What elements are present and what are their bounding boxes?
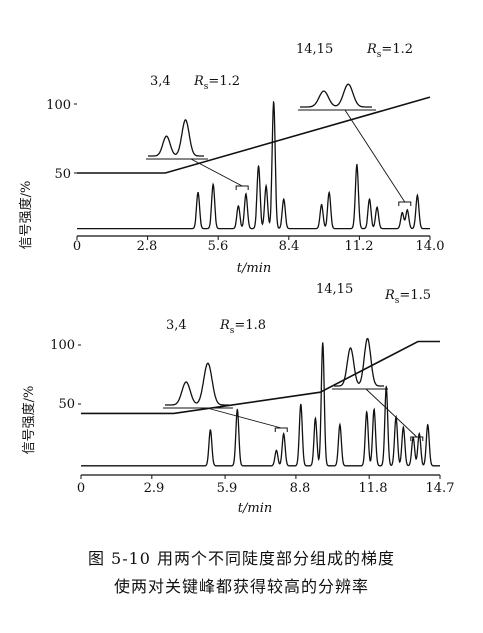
- inset-peaks: [332, 337, 424, 441]
- peak-8: [283, 198, 285, 200]
- x-tick-label-bottom-4: 11.8: [359, 481, 388, 496]
- inset-rs-label: Rs=1.2: [193, 74, 240, 92]
- y-axis-title-top: 信号强度/%: [18, 181, 34, 250]
- y-tick-label-top-100: 100: [46, 98, 71, 113]
- inset-peak-pair-trace: [334, 337, 384, 387]
- peak-pair-bracket: [274, 427, 288, 432]
- peak-pair-bracket: [235, 185, 249, 190]
- peak-10: [373, 408, 375, 410]
- inset-peaks: [298, 83, 412, 206]
- peak-1: [209, 429, 211, 431]
- y-tick-label-top-50: 50: [54, 167, 71, 182]
- x-tick-label-top-5: 14.0: [416, 239, 445, 254]
- x-tick-label-bottom-3: 8.8: [290, 481, 311, 496]
- inset-leader-line: [190, 158, 243, 187]
- figure-caption-line-1: 图 5-10 用两个不同陡度部分组成的梯度: [87, 549, 396, 568]
- inset-pair-label: 3,4: [150, 74, 171, 89]
- inset-peak-pair-trace: [300, 83, 372, 108]
- x-tick-label-bottom-1: 2.9: [144, 481, 165, 496]
- x-tick-label-bottom-2: 5.9: [217, 481, 238, 496]
- inset-leader-line: [344, 109, 406, 203]
- peak-9: [321, 204, 323, 206]
- peak-12: [368, 198, 371, 200]
- x-tick-label-bottom-5: 14.7: [426, 481, 455, 496]
- inset-rs-label: Rs=1.5: [384, 288, 431, 306]
- inset-bottom-pair-3-4: 3,4 Rs=1.8: [163, 318, 288, 432]
- gradient-line: [77, 96, 431, 174]
- x-tick-label-top-1: 2.8: [137, 239, 158, 254]
- peak-2: [212, 184, 214, 186]
- inset-leader-line: [365, 388, 418, 438]
- peak-6: [314, 417, 316, 419]
- inset-pair-label: 14,15: [296, 42, 333, 57]
- peak-14: [401, 212, 403, 214]
- peak-2: [236, 408, 238, 410]
- y-tick-label-bottom-50: 50: [58, 397, 75, 412]
- inset-top-pair-3-4: 3,4 Rs=1.2: [146, 74, 249, 190]
- chart-bottom: 信号强度/% 100 50 0 2.9 5.9 8.8 11.8 14.7 t/…: [21, 282, 454, 516]
- y-tick-label-bottom-100: 100: [50, 338, 75, 353]
- chromatogram-trace: [77, 100, 430, 230]
- peak-pair-bracket: [398, 201, 412, 206]
- peak-4: [245, 193, 247, 195]
- peak-5: [257, 165, 260, 167]
- peak-6: [265, 185, 267, 187]
- peak-4: [283, 433, 285, 435]
- inset-peak-pair-trace: [165, 362, 229, 406]
- inset-pair-label: 14,15: [316, 282, 353, 297]
- peak-10: [328, 192, 330, 194]
- figure-caption-line-2: 使两对关键峰都获得较高的分辨率: [113, 577, 369, 596]
- chart-top: 信号强度/% 100 50 0 2.8 5.6 8.4 11.2 14.0 t/…: [18, 42, 444, 276]
- x-tick-label-top-4: 11.2: [345, 239, 374, 254]
- inset-rs-label: Rs=1.2: [366, 42, 413, 60]
- inset-top-pair-14-15: 14,15 Rs=1.2: [296, 42, 413, 206]
- peak-1: [197, 192, 199, 194]
- peak-15: [418, 433, 420, 435]
- peak-11: [385, 385, 387, 387]
- peak-3: [237, 205, 239, 207]
- x-tick-label-top-2: 5.6: [208, 239, 229, 254]
- inset-bottom-pair-14-15: 14,15 Rs=1.5: [316, 282, 431, 441]
- peak-7: [273, 101, 275, 103]
- plot-area-top: [74, 96, 431, 240]
- peak-8: [339, 424, 341, 426]
- y-axis-title-bottom: 信号强度/%: [21, 386, 37, 455]
- peak-13: [402, 426, 404, 428]
- inset-rs-label: Rs=1.8: [219, 318, 266, 336]
- peak-16: [427, 424, 429, 426]
- gradient-line: [81, 340, 440, 415]
- inset-peaks: [163, 362, 288, 432]
- peak-13: [376, 206, 378, 208]
- x-tick-label-top-0: 0: [73, 239, 81, 254]
- chromatogram-trace: [81, 342, 440, 467]
- inset-pair-label: 3,4: [166, 318, 187, 333]
- peak-15: [406, 209, 408, 211]
- x-tick-label-top-3: 8.4: [279, 239, 300, 254]
- peak-7: [322, 342, 324, 344]
- peak-5: [300, 403, 302, 405]
- x-tick-label-bottom-0: 0: [77, 481, 85, 496]
- peak-9: [366, 411, 368, 413]
- peak-16: [416, 194, 418, 196]
- inset-peak-pair-trace: [148, 119, 204, 157]
- inset-peaks: [146, 119, 249, 190]
- x-axis-title-top: t/min: [237, 261, 271, 276]
- x-axis-title-bottom: t/min: [238, 501, 272, 516]
- peak-3: [275, 449, 277, 451]
- peak-11: [356, 164, 358, 166]
- inset-leader-line: [206, 407, 282, 429]
- plot-area-bottom: [78, 340, 441, 479]
